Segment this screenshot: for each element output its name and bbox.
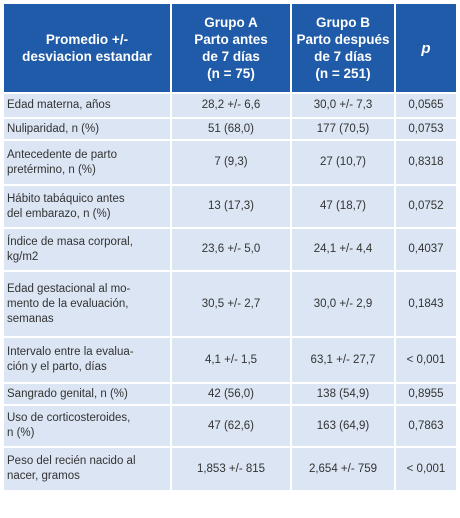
table-cell: 177 (70,5) bbox=[292, 119, 394, 139]
table-cell: 4,1 +/- 1,5 bbox=[172, 338, 290, 382]
table-cell: 0,8955 bbox=[396, 384, 456, 404]
table-row: Nuliparidad, n (%) 51 (68,0) 177 (70,5) 0,0… bbox=[4, 119, 456, 139]
table-row: Peso del recién nacido al nacer, gramos 1… bbox=[4, 448, 456, 490]
row-label: Antecedente de parto pretérmino, n (%) bbox=[4, 141, 170, 184]
table-cell: 30,5 +/- 2,7 bbox=[172, 272, 290, 336]
table-cell: 138 (54,9) bbox=[292, 384, 394, 404]
table-row: Sangrado genital, n (%) 42 (56,0) 138 (54,… bbox=[4, 384, 456, 404]
row-label: Intervalo entre la evalua- ción y el par… bbox=[4, 338, 170, 382]
row-label: Nuliparidad, n (%) bbox=[4, 119, 170, 139]
table-row: Uso de corticosteroides, n (%) 47 (62,6) 1… bbox=[4, 406, 456, 446]
table-row: Antecedente de parto pretérmino, n (%) 7 … bbox=[4, 141, 456, 184]
row-label: Peso del recién nacido al nacer, gramos bbox=[4, 448, 170, 490]
table-cell: 7 (9,3) bbox=[172, 141, 290, 184]
table-row: Edad gestacional al mo- mento de la eval… bbox=[4, 272, 456, 336]
table-cell: 0,0753 bbox=[396, 119, 456, 139]
table-cell: 63,1 +/- 27,7 bbox=[292, 338, 394, 382]
row-label: Sangrado genital, n (%) bbox=[4, 384, 170, 404]
table-cell: 13 (17,3) bbox=[172, 186, 290, 227]
table-cell: 163 (64,9) bbox=[292, 406, 394, 446]
table-cell: 0,4037 bbox=[396, 229, 456, 270]
header-cell: Grupo B Parto después de 7 días (n = 251… bbox=[292, 4, 394, 92]
row-label: Hábito tabáquico antes del embarazo, n (… bbox=[4, 186, 170, 227]
table-cell: < 0,001 bbox=[396, 338, 456, 382]
table-cell: < 0,001 bbox=[396, 448, 456, 490]
table-cell: 42 (56,0) bbox=[172, 384, 290, 404]
table-cell: 0,0565 bbox=[396, 94, 456, 117]
header-cell: p bbox=[396, 4, 456, 92]
table-row: Hábito tabáquico antes del embarazo, n (… bbox=[4, 186, 456, 227]
table-cell: 51 (68,0) bbox=[172, 119, 290, 139]
table-cell: 0,7863 bbox=[396, 406, 456, 446]
data-table: Promedio +/- desviacion estandar Grupo A… bbox=[2, 2, 458, 492]
table-cell: 28,2 +/- 6,6 bbox=[172, 94, 290, 117]
table-row: Índice de masa corporal, kg/m2 23,6 +/- 5… bbox=[4, 229, 456, 270]
table-cell: 0,0752 bbox=[396, 186, 456, 227]
table-cell: 24,1 +/- 4,4 bbox=[292, 229, 394, 270]
table-cell: 23,6 +/- 5,0 bbox=[172, 229, 290, 270]
header-cell: Grupo A Parto antes de 7 días (n = 75) bbox=[172, 4, 290, 92]
table-cell: 1,853 +/- 815 bbox=[172, 448, 290, 490]
table-cell: 0,8318 bbox=[396, 141, 456, 184]
row-label: Uso de corticosteroides, n (%) bbox=[4, 406, 170, 446]
header-cell: Promedio +/- desviacion estandar bbox=[4, 4, 170, 92]
table-cell: 47 (62,6) bbox=[172, 406, 290, 446]
table-body: Edad materna, años 28,2 +/- 6,6 30,0 +/- 7… bbox=[4, 94, 456, 490]
row-label: Edad materna, años bbox=[4, 94, 170, 117]
header-row: Promedio +/- desviacion estandar Grupo A… bbox=[4, 4, 456, 92]
table-cell: 30,0 +/- 7,3 bbox=[292, 94, 394, 117]
table-cell: 2,654 +/- 759 bbox=[292, 448, 394, 490]
table-cell: 0,1843 bbox=[396, 272, 456, 336]
row-label: Edad gestacional al mo- mento de la eval… bbox=[4, 272, 170, 336]
table-cell: 30,0 +/- 2,9 bbox=[292, 272, 394, 336]
table-cell: 27 (10,7) bbox=[292, 141, 394, 184]
table-cell: 47 (18,7) bbox=[292, 186, 394, 227]
table-row: Intervalo entre la evalua- ción y el par… bbox=[4, 338, 456, 382]
table-row: Edad materna, años 28,2 +/- 6,6 30,0 +/- 7… bbox=[4, 94, 456, 117]
row-label: Índice de masa corporal, kg/m2 bbox=[4, 229, 170, 270]
